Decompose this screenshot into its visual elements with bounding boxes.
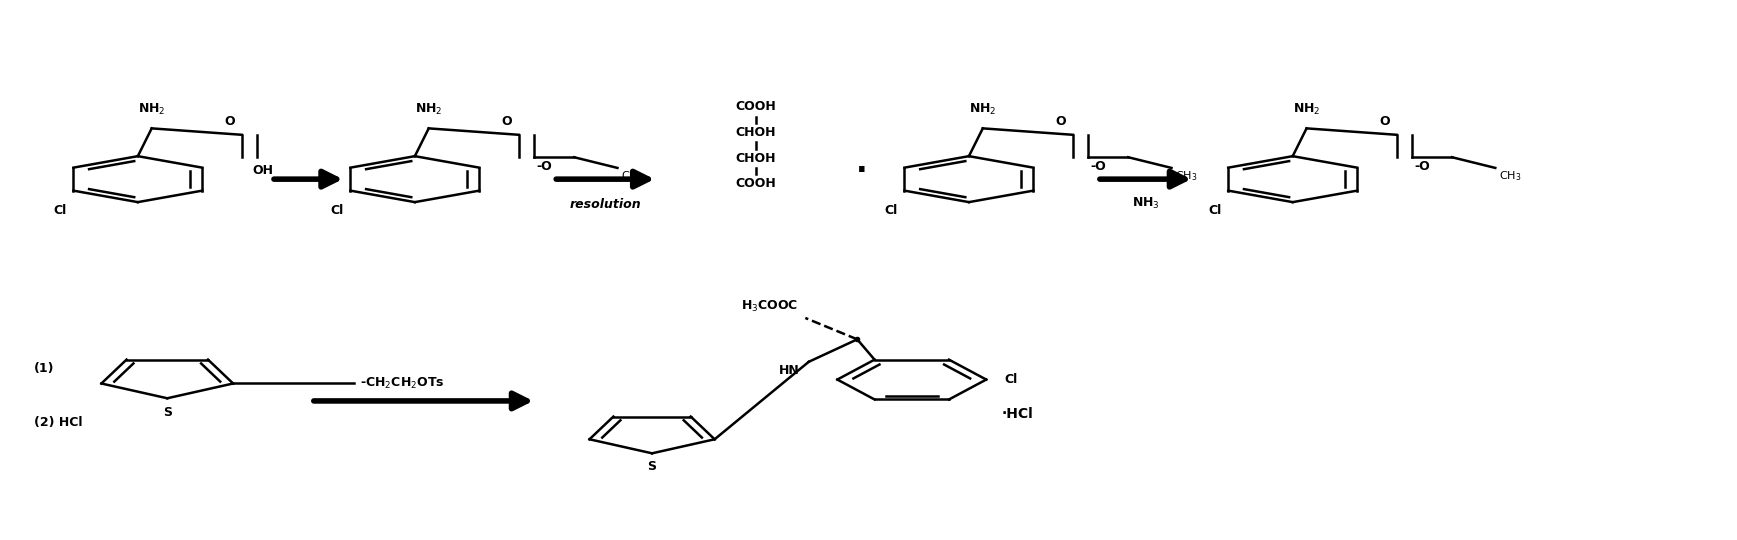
Text: Cl: Cl [1207,205,1221,218]
Text: O: O [224,116,234,129]
Text: H$_3$COOC: H$_3$COOC [742,299,799,314]
Text: -O: -O [537,160,552,173]
Text: CHOH: CHOH [736,152,776,165]
Text: NH$_2$: NH$_2$ [1292,102,1320,117]
Text: CH$_3$: CH$_3$ [1499,169,1522,183]
Text: Cl: Cl [54,205,66,218]
Text: COOH: COOH [735,178,776,191]
Text: resolution: resolution [570,198,641,211]
Text: O: O [502,116,512,129]
Text: -O: -O [1414,160,1430,173]
Text: NH$_2$: NH$_2$ [137,102,165,117]
Text: ·HCl: ·HCl [1001,407,1034,421]
Text: S: S [648,460,657,472]
Text: O: O [1379,116,1390,129]
Text: CHOH: CHOH [736,126,776,139]
Text: Cl: Cl [884,205,898,218]
Text: Cl: Cl [330,205,344,218]
Text: -O: -O [1091,160,1106,173]
Text: HN: HN [780,364,801,377]
Text: (2) HCl: (2) HCl [35,416,82,429]
Text: NH$_3$: NH$_3$ [1133,196,1159,211]
Text: -CH$_2$CH$_2$OTs: -CH$_2$CH$_2$OTs [360,376,445,391]
Text: COOH: COOH [735,100,776,113]
Text: (1): (1) [35,362,54,375]
Text: NH$_2$: NH$_2$ [415,102,443,117]
Text: ·: · [856,157,867,186]
Text: OH: OH [252,164,273,177]
Text: NH$_2$: NH$_2$ [969,102,997,117]
Text: CH$_3$: CH$_3$ [1174,169,1197,183]
Text: CH$_3$: CH$_3$ [620,169,643,183]
Text: S: S [163,406,172,419]
Text: Cl: Cl [1004,373,1018,386]
Text: O: O [1056,116,1067,129]
